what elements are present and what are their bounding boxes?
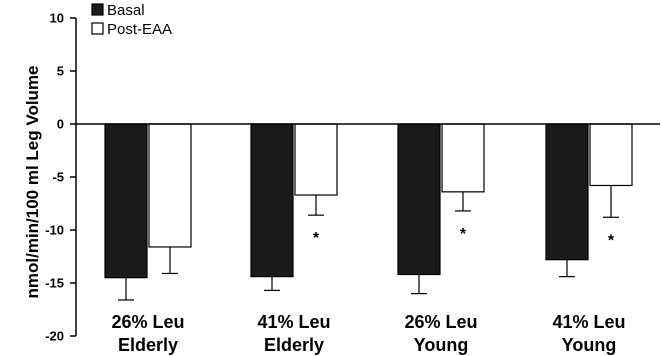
legend-swatch-basal	[91, 3, 104, 16]
bar-basal-2	[250, 123, 294, 278]
category-label-line2: Elderly	[264, 335, 324, 355]
bar-basal-1	[104, 123, 148, 279]
y-tick-label: -10	[45, 223, 64, 238]
bar-post-eaa-1	[148, 123, 192, 248]
category-label-line1: 41% Leu	[552, 312, 625, 332]
y-axis-label: nmol/min/100 ml Leg Volume	[23, 65, 42, 298]
category-label-line1: 26% Leu	[111, 312, 184, 332]
bar-post-eaa-2	[294, 123, 338, 196]
legend: Basal Post-EAA	[91, 2, 172, 38]
y-tick-label: -20	[45, 329, 64, 344]
bar-basal-4	[545, 123, 589, 261]
bar-post-eaa-3	[441, 123, 485, 193]
y-tick-label: 10	[50, 11, 64, 26]
y-tick-label: -15	[45, 276, 64, 291]
significance-asterisk: *	[608, 232, 615, 249]
category-label-line1: 41% Leu	[257, 312, 330, 332]
y-tick-label: 0	[57, 117, 64, 132]
y-tick-label: -5	[52, 170, 64, 185]
significance-asterisk: *	[313, 230, 320, 247]
legend-swatch-post-eaa	[91, 22, 104, 35]
bar-post-eaa-4	[589, 123, 633, 187]
significance-asterisk: *	[460, 226, 467, 243]
category-label-line2: Young	[562, 335, 617, 355]
category-label-line2: Elderly	[118, 335, 178, 355]
category-label-line2: Young	[414, 335, 469, 355]
bar-basal-3	[397, 123, 441, 276]
legend-label: Basal	[107, 2, 145, 19]
y-tick-label: 5	[57, 64, 64, 79]
category-label-line1: 26% Leu	[404, 312, 477, 332]
legend-label: Post-EAA	[107, 21, 172, 38]
